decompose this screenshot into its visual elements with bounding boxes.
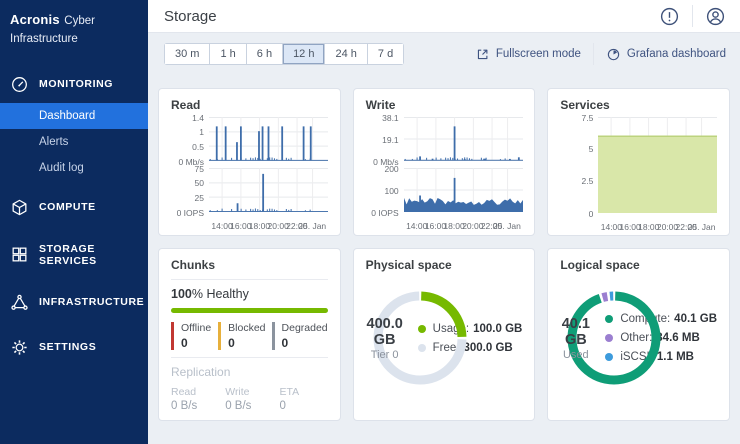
sidebar-item-audit-log[interactable]: Audit log <box>39 161 84 174</box>
sidebar-item-label: INFRASTRUCTURE <box>39 296 145 309</box>
card-title: Chunks <box>171 258 216 272</box>
read-mbps-chart[interactable] <box>209 117 328 161</box>
chunks-card: Chunks 100% Healthy Offline 0 Blocked 0 <box>158 248 341 421</box>
card-title: Logical space <box>560 258 640 272</box>
services-card: Services 7.5 5 2.5 0 14:00 16:00 18:00 20:00 22… <box>547 88 730 236</box>
sidebar-item-alerts[interactable]: Alerts <box>39 135 69 148</box>
range-button-1h[interactable]: 1 h <box>210 44 247 64</box>
cube-icon <box>10 198 29 217</box>
toolbar: 30 m 1 h 6 h 12 h 24 h 7 d Fullscreen mo… <box>148 33 740 75</box>
sidebar-item-label: SETTINGS <box>39 341 97 354</box>
card-title: Write <box>365 98 396 112</box>
range-button-7d[interactable]: 7 d <box>367 44 404 64</box>
app-logo: Acronis Cyber Infrastructure <box>0 0 148 58</box>
physical-space-card: Physical space 400.0 GB Tier 0 Usage: 100… <box>352 248 536 421</box>
services-chart[interactable] <box>598 117 718 213</box>
replication-read: Read 0 B/s <box>171 385 198 413</box>
range-button-24h[interactable]: 24 h <box>325 44 368 64</box>
donut-center-value: 400.0 GB <box>366 315 403 348</box>
donut-center-label: Used <box>562 348 589 361</box>
replication-eta: ETA 0 <box>279 385 300 413</box>
read-x-axis: 14:00 16:00 18:00 20:00 22:00 25. Jan <box>211 221 327 231</box>
read-iops-chart[interactable] <box>209 168 328 212</box>
status-degraded: Degraded 0 <box>271 322 328 350</box>
page-title: Storage <box>164 7 217 25</box>
status-blocked: Blocked 0 <box>218 322 266 350</box>
write-card: Write 38.1 19.1 0 Mb/s 200 100 0 IOPS 14:00 1… <box>352 88 536 236</box>
range-button-12h[interactable]: 12 h <box>283 44 326 64</box>
legend-dot <box>605 334 614 342</box>
physical-space-legend: Usage: 100.0 GB Free: 300.0 GB <box>417 323 523 354</box>
header-divider <box>692 5 693 27</box>
read-mbps-y-axis: 1.4 1 0.5 0 Mb/s <box>178 112 204 167</box>
donut-center-label: Tier 0 <box>370 348 399 361</box>
topbar: Storage <box>148 0 740 33</box>
physical-space-donut: 400.0 GB Tier 0 <box>366 286 467 390</box>
range-button-6h[interactable]: 6 h <box>246 44 284 64</box>
user-circle-icon[interactable] <box>705 6 726 27</box>
replication-title: Replication <box>171 364 231 379</box>
sidebar-item-monitoring[interactable]: MONITORING <box>0 66 148 103</box>
sidebar-item-infrastructure[interactable]: INFRASTRUCTURE <box>0 284 148 321</box>
sidebar-item-label: MONITORING <box>39 78 114 91</box>
legend-other: Other: 34.6 MB <box>605 332 717 344</box>
gauge-icon <box>10 75 29 94</box>
card-title: Services <box>560 98 610 112</box>
sidebar-nav: MONITORING Dashboard Alerts Audit log CO… <box>0 66 148 366</box>
write-iops-y-axis: 200 100 0 IOPS <box>371 163 399 218</box>
status-offline: Offline 0 <box>171 322 212 350</box>
range-button-30m[interactable]: 30 m <box>165 44 211 64</box>
divider <box>171 279 328 280</box>
legend-dot <box>605 315 614 323</box>
toolbar-divider <box>592 43 594 65</box>
sidebar-item-dashboard[interactable]: Dashboard <box>0 102 148 129</box>
sidebar: Acronis Cyber Infrastructure MONITORING … <box>0 0 148 444</box>
replication-write: Write 0 B/s <box>225 385 252 413</box>
grafana-icon <box>606 47 621 62</box>
alert-circle-icon[interactable] <box>659 6 680 27</box>
sidebar-item-label: COMPUTE <box>39 201 96 214</box>
chunks-statuses: Offline 0 Blocked 0 Degraded 0 <box>171 322 328 350</box>
healthy-progress-bar <box>171 308 328 313</box>
logo-brand: Acronis <box>10 12 60 27</box>
replication-metrics: Read 0 B/s Write 0 B/s ETA 0 <box>171 385 328 413</box>
card-title: Physical space <box>365 258 452 272</box>
sidebar-item-label: STORAGE SERVICES <box>39 242 97 267</box>
legend-dot <box>417 343 426 352</box>
legend-dot <box>605 353 614 361</box>
gear-icon <box>10 338 29 357</box>
donut-center-value: 40.1 GB <box>561 315 590 348</box>
sidebar-item-settings[interactable]: SETTINGS <box>0 329 148 366</box>
time-range-group: 30 m 1 h 6 h 12 h 24 h 7 d <box>164 43 405 65</box>
write-mbps-chart[interactable] <box>403 117 523 161</box>
write-x-axis: 14:00 16:00 18:00 20:00 22:00 25. Jan <box>406 221 521 231</box>
legend-dot <box>417 324 426 333</box>
read-iops-y-axis: 75 50 25 0 IOPS <box>176 163 204 218</box>
dashboard-grid: Read 1.4 1 0.5 0 Mb/s 75 50 25 0 IOPS 14:00 16:… <box>148 75 740 444</box>
grafana-dashboard-button[interactable]: Grafana dashboard <box>606 47 726 62</box>
fullscreen-mode-button[interactable]: Fullscreen mode <box>475 47 581 62</box>
logical-space-donut: 40.1 GB Used <box>561 286 661 390</box>
services-y-axis: 7.5 5 2.5 0 <box>581 112 594 219</box>
triangle-nodes-icon <box>10 293 29 312</box>
read-card: Read 1.4 1 0.5 0 Mb/s 75 50 25 0 IOPS 14:00 16:… <box>158 88 341 236</box>
legend-free: Free: 300.0 GB <box>417 342 523 354</box>
main-area: Storage 30 m 1 h 6 h 12 h 24 h 7 d <box>148 0 740 444</box>
services-x-axis: 14:00 16:00 18:00 20:00 22:00 25. Jan <box>600 222 716 232</box>
divider <box>171 356 328 358</box>
chunks-healthy-label: 100% Healthy <box>171 287 249 301</box>
logical-space-card: Logical space 40.1 GB Used Compute: 40.1 … <box>547 248 730 421</box>
fullscreen-icon <box>475 47 490 62</box>
write-mbps-y-axis: 38.1 19.1 0 Mb/s <box>373 112 399 167</box>
logo-product: Cyber Infrastructure <box>10 15 95 46</box>
sidebar-item-compute[interactable]: COMPUTE <box>0 189 148 226</box>
write-iops-chart[interactable] <box>403 168 523 212</box>
sidebar-item-storage-services[interactable]: STORAGE SERVICES <box>0 234 148 276</box>
card-title: Read <box>171 98 201 112</box>
grid-icon <box>10 245 29 264</box>
